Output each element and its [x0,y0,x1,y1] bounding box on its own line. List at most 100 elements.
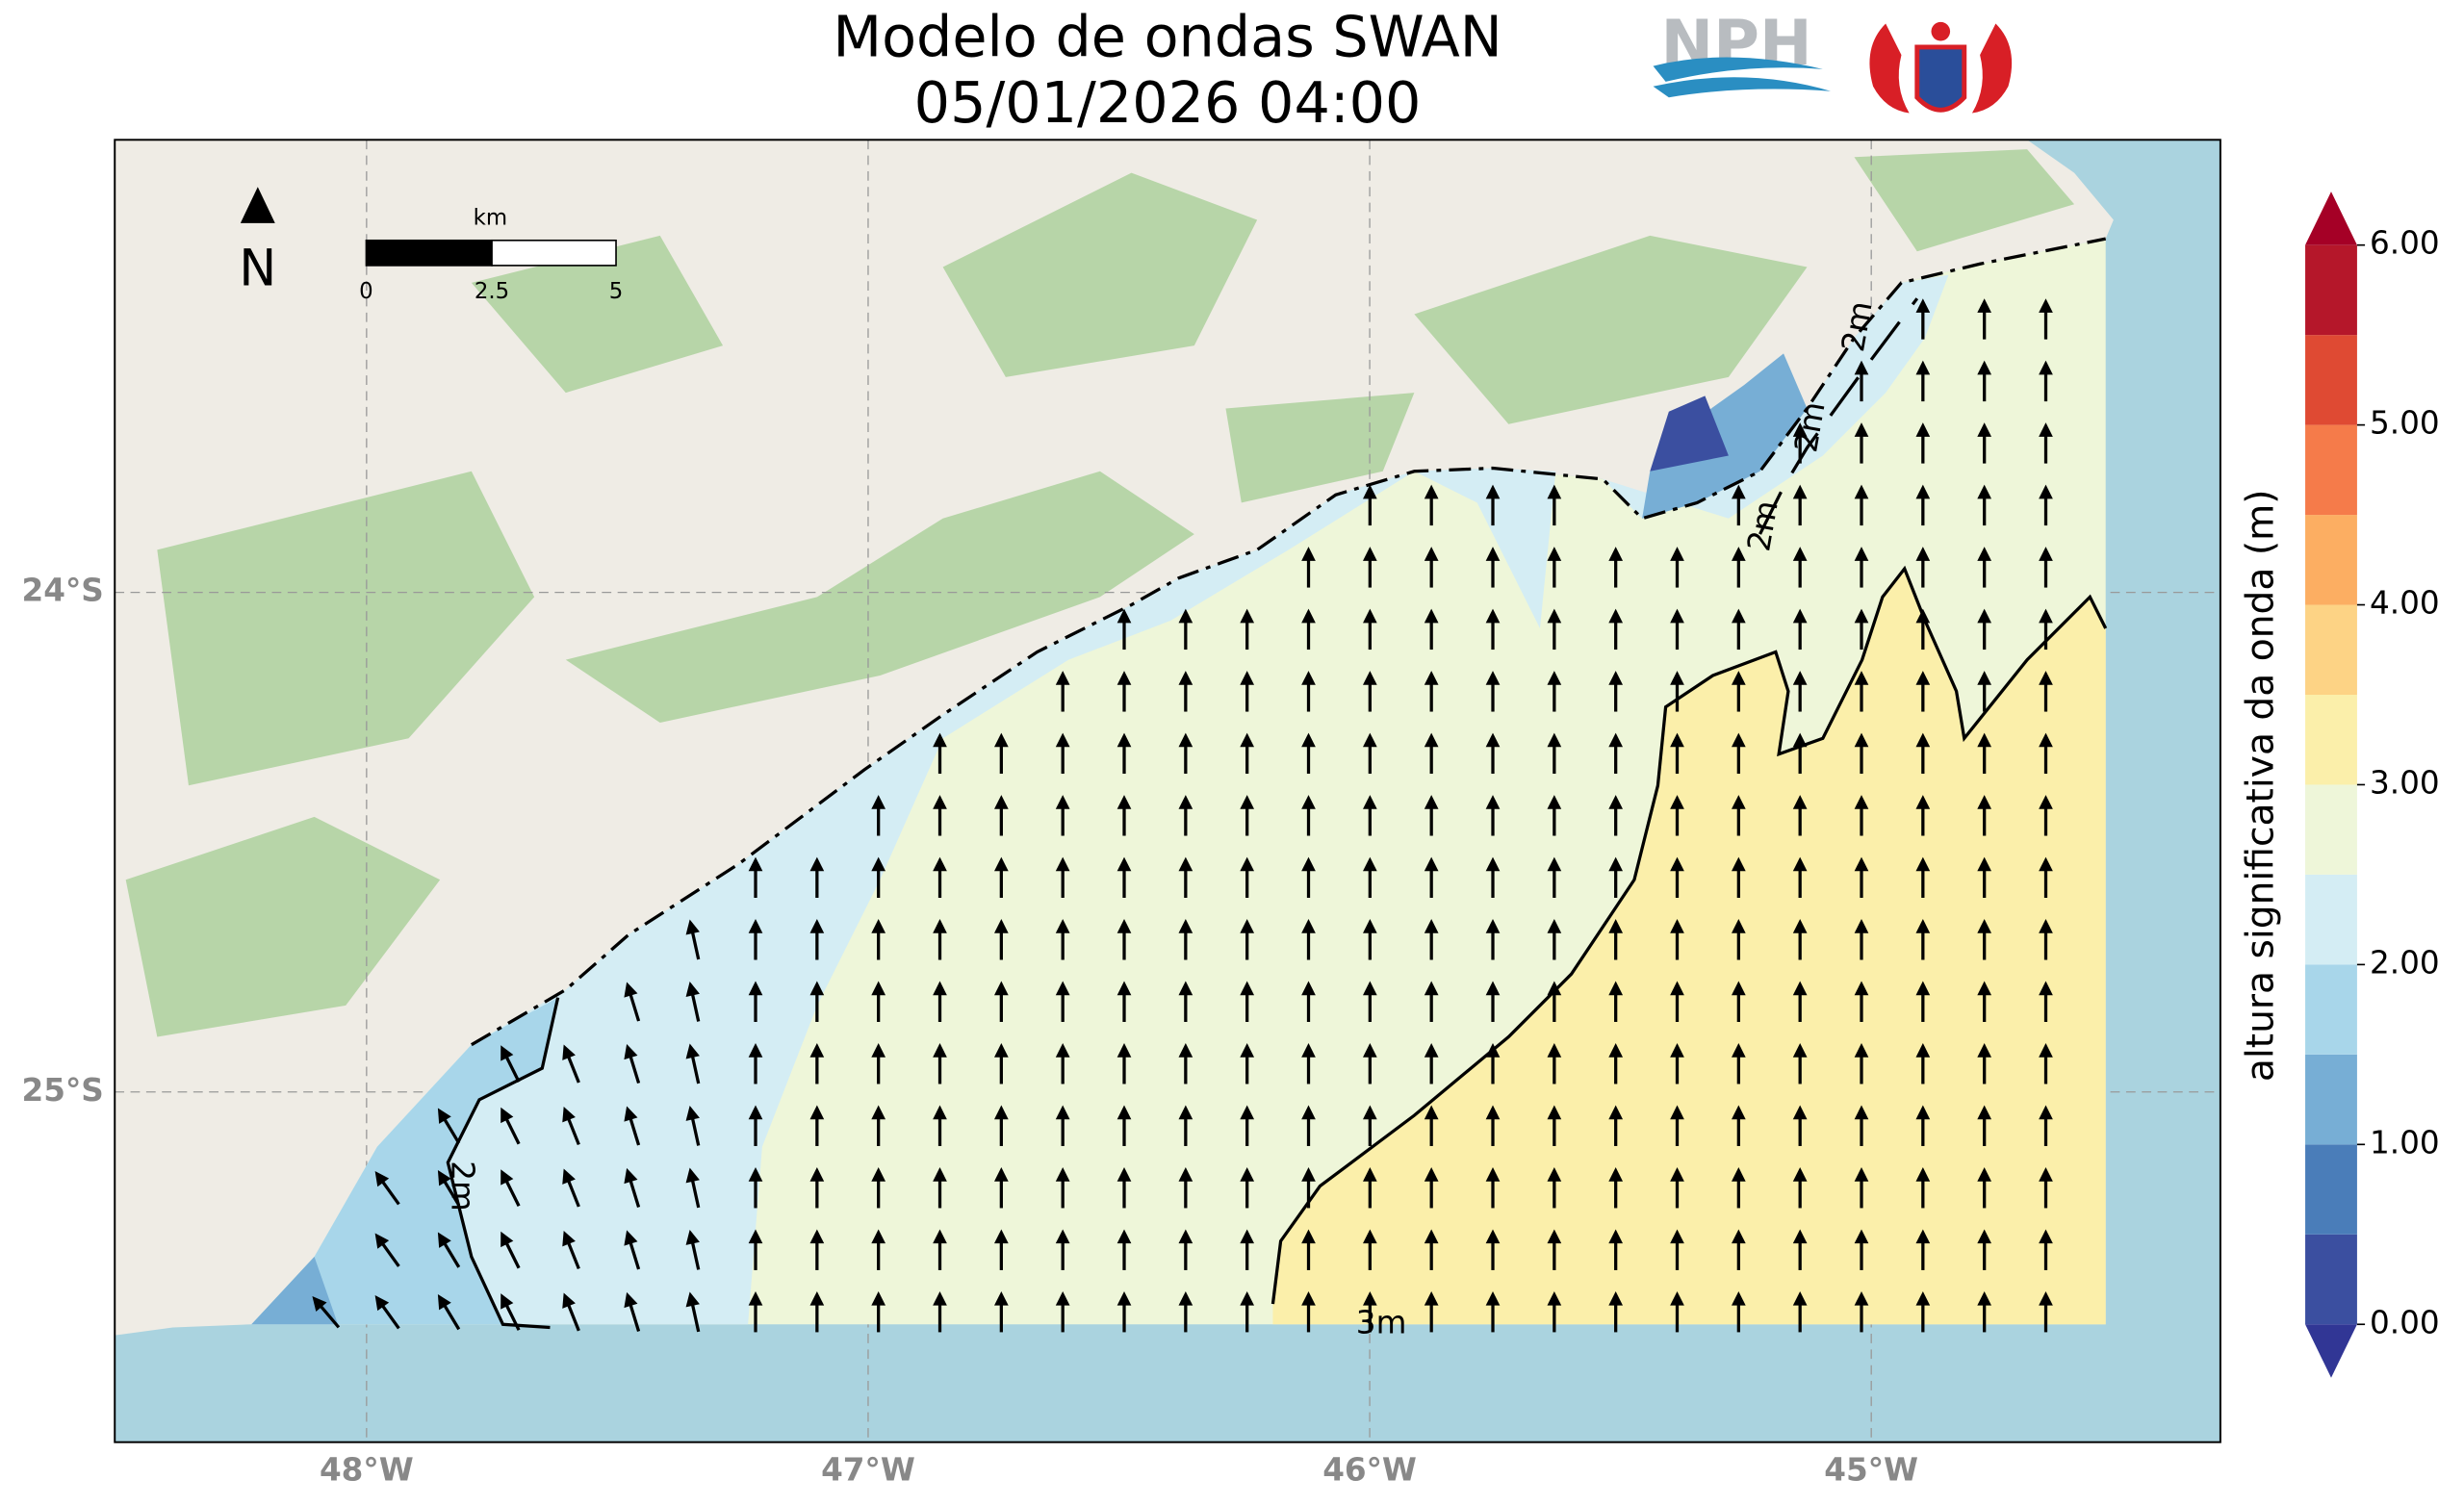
wave-arrow-head [685,982,700,997]
wave-arrow-head [1792,547,1808,561]
wave-arrow [317,1302,341,1329]
wave-arrow-head [1608,1043,1624,1058]
wave-arrow-head [1792,1290,1808,1306]
wave-arrow-head [933,981,947,996]
wave-arrow-head [1915,981,1931,996]
wave-arrow-head [1424,1290,1439,1306]
wave-arrow-head [624,1230,638,1246]
wave-arrow [628,1114,641,1146]
wave-arrow-head [1977,1290,1992,1306]
wave-zone [251,471,1415,1325]
wave-arrow [379,1178,400,1206]
wave-arrow-head [1055,732,1070,748]
wave-arrow-head [312,1296,327,1312]
wave-arrow-head [1854,1043,1869,1058]
wave-arrow [441,1115,461,1144]
wave-arrow [503,1239,521,1269]
wave-arrow-head [1178,1105,1194,1120]
wave-arrow-head [1547,547,1562,561]
wave-arrow-head [1792,1105,1808,1120]
wave-arrow [690,1177,701,1209]
wave-arrow-head [1915,547,1931,561]
wave-arrow-head [1178,732,1194,748]
colorbar-over [2305,191,2357,245]
wave-arrow-head [1485,484,1501,499]
wave-arrow-head [1915,1043,1931,1058]
wave-arrow-head [933,1290,947,1306]
wave-arrow-head [933,1166,947,1182]
wave-arrow-head [1301,547,1316,561]
wave-arrow-head [1362,856,1377,872]
wave-arrow-head [1731,1043,1746,1058]
wave-arrow-head [1301,981,1316,996]
wave-arrow-head [1485,856,1501,872]
wave-arrow-head [1485,919,1501,933]
colorbar-block [2305,424,2357,516]
wave-arrow-head [871,1043,886,1058]
wave-arrow-head [1915,671,1931,685]
wave-arrow-head [933,919,947,933]
wave-arrow-head [1116,1166,1132,1182]
wave-arrow-head [2039,1043,2053,1058]
wave-arrow-head [1116,795,1132,809]
wave-arrow-head [933,1043,947,1058]
forest [157,471,535,786]
overlay: N km 0 2.5 5 [239,187,623,304]
wave-arrow-head [1731,1166,1746,1182]
wave-arrow-head [748,1290,763,1306]
wave-arrow-head [1854,608,1869,624]
wave-arrow-head [1977,298,1992,313]
wave-arrow-head [1055,1105,1070,1120]
wave-arrow-head [1608,1229,1624,1244]
wave-arrow-head [1915,422,1931,437]
colorbar-tick-label: 1.00 [2370,1124,2440,1161]
wave-arrow-head [809,1043,825,1058]
wave-arrow-head [1977,1105,1992,1120]
wave-arrow-head [1915,732,1931,748]
wave-arrow-head [748,856,763,872]
wave-arrow-head [1547,732,1562,748]
forest [1854,149,2075,252]
wave-arrow-head [2039,732,2053,748]
wave-arrow-head [1977,484,1992,499]
wave-arrow [503,1177,521,1207]
wave-arrow [690,1301,701,1333]
wave-arrow-head [1792,484,1808,499]
wave-arrow-head [1301,608,1316,624]
wave-arrow-head [1116,919,1132,933]
wave-arrow-head [809,981,825,996]
wave-arrow-head [1670,671,1684,685]
wave-arrow-head [1915,1105,1931,1120]
wave-arrow-head [1977,795,1992,809]
wave-arrow-head [562,1230,576,1247]
wave-arrow-head [562,1292,576,1309]
scale-unit: km [474,205,507,230]
wave-arrow-head [437,1294,451,1311]
wave-arrow-head [1240,1043,1255,1058]
wave-arrow-head [1915,484,1931,499]
colorbar-block [2305,515,2357,605]
wave-arrow [503,1301,521,1331]
wave-arrow-head [1424,1166,1439,1182]
wave-arrow [628,1053,641,1084]
wave-arrow-head [1301,1290,1316,1306]
wave-arrow-head [993,795,1009,809]
contour-line [446,997,560,1330]
logo-crest [1869,21,2013,114]
wave-arrow-head [1854,795,1869,809]
wave-arrow-head [1915,1166,1931,1182]
wave-arrow-head [2039,608,2053,624]
wave-arrow-head [1792,919,1808,933]
colorbar-block [2305,1054,2357,1145]
wave-arrow-head [1362,671,1377,685]
wave-arrow-head [1055,856,1070,872]
wave-arrow-head [1424,484,1439,499]
wave-arrow-head [1792,795,1808,809]
wave-arrow-head [1301,1166,1316,1182]
wave-arrow-head [1547,1290,1562,1306]
wave-arrow [379,1302,400,1330]
wave-zone [1603,274,1949,519]
wave-arrow-head [1301,1105,1316,1120]
wave-arrow-head [1670,608,1684,624]
wave-arrow-head [1670,732,1684,748]
